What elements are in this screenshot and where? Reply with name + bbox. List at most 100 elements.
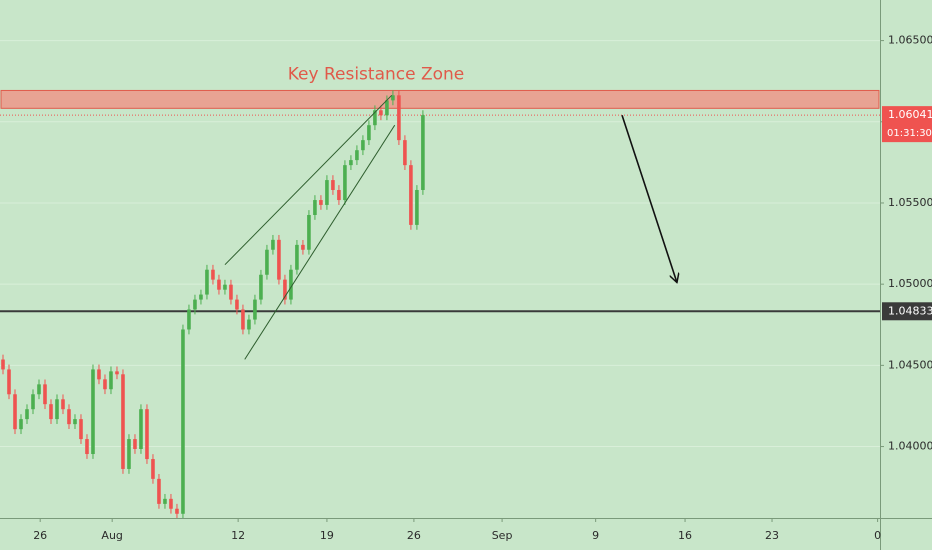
candle-body [247, 319, 251, 330]
candle-body [103, 379, 107, 390]
x-tick-label: 12 [231, 529, 245, 542]
candle-body [151, 459, 155, 479]
candle-body [409, 165, 413, 225]
current-price-label: 1.06041 [888, 108, 932, 121]
candle-body [199, 294, 203, 300]
candle-body [295, 244, 299, 270]
forecast-arrow [621, 115, 677, 281]
x-tick-label: Sep [492, 529, 513, 542]
candle-body [349, 160, 353, 166]
candle-body [241, 309, 245, 330]
candle-body [301, 244, 305, 250]
candle-body [289, 269, 293, 300]
candle-body [85, 439, 89, 455]
candle-body [139, 409, 143, 449]
candle-body [265, 249, 269, 275]
candle-body [223, 284, 227, 290]
y-tick-label: 1.04500 [888, 358, 932, 371]
candle-body [391, 95, 395, 101]
support-price-label: 1.04833 [888, 304, 932, 317]
candle-body [133, 439, 137, 449]
candle-body [397, 95, 401, 141]
x-tick-label: 0 [874, 529, 881, 542]
candle-body [91, 369, 95, 455]
countdown-label: 01:31:30 [887, 128, 932, 139]
current-price-tag [882, 106, 932, 143]
candle-body [121, 374, 125, 469]
candle-body [343, 165, 347, 201]
candle-body [163, 498, 167, 504]
candle-body [181, 329, 185, 514]
candle-body [271, 239, 275, 250]
candle-body [235, 299, 239, 310]
candle-body [361, 140, 365, 151]
candle-body [127, 439, 131, 469]
candle-body [7, 369, 11, 395]
candle-body [157, 478, 161, 504]
candle-body [67, 409, 71, 425]
candle-body [187, 309, 191, 330]
candle-body [13, 394, 17, 430]
y-tick-label: 1.05500 [888, 196, 932, 209]
candle-body [373, 110, 377, 126]
candle-body [415, 189, 419, 225]
candle-body [169, 498, 173, 509]
candle-body [61, 399, 65, 410]
candle-body [145, 409, 149, 460]
candle-body [337, 189, 341, 201]
candle-body [229, 284, 233, 300]
x-tick-label: 26 [33, 529, 47, 542]
candle-body [1, 359, 5, 370]
candle-body [325, 180, 329, 205]
zone-label: Key Resistance Zone [288, 64, 465, 84]
candle-body [175, 508, 179, 514]
candle-body [79, 419, 83, 440]
trendline [244, 124, 396, 360]
candle-body [277, 239, 281, 280]
candle-body [319, 200, 323, 205]
candle-body [31, 394, 35, 410]
y-tick-label: 1.06500 [888, 34, 932, 47]
candle-body [205, 269, 209, 295]
x-tick-label: 9 [592, 529, 599, 542]
x-tick-label: Aug [101, 529, 122, 542]
candle-body [43, 384, 47, 405]
candle-body [367, 125, 371, 141]
candle-body [19, 419, 23, 430]
candle-body [193, 299, 197, 310]
candle-body [55, 399, 59, 420]
x-tick-label: 26 [407, 529, 421, 542]
x-tick-label: 23 [765, 529, 779, 542]
candle-body [283, 279, 287, 300]
y-tick-label: 1.05000 [888, 277, 932, 290]
candle-body [97, 369, 101, 380]
candle-body [259, 274, 263, 300]
candle-body [37, 384, 41, 395]
candle-body [73, 419, 77, 425]
candle-body [49, 404, 53, 420]
candle-body [115, 371, 119, 375]
trendline [224, 94, 393, 266]
x-tick-label: 16 [678, 529, 692, 542]
candle-body [253, 299, 257, 320]
candle-body [355, 150, 359, 161]
candle-body [385, 100, 389, 116]
candle-body [307, 214, 311, 250]
candle-body [403, 140, 407, 166]
resistance-zone [0, 89, 880, 109]
candle-body [313, 200, 317, 215]
x-tick-label: 19 [320, 529, 334, 542]
support-price-tag [882, 302, 932, 321]
candle-body [421, 115, 425, 190]
candle-body [379, 110, 383, 116]
candle-body [109, 371, 113, 390]
candle-body [211, 269, 215, 280]
candle-body [217, 279, 221, 290]
plot-area [0, 40, 880, 518]
y-tick-label: 1.04000 [888, 440, 932, 453]
candle-body [331, 180, 335, 190]
